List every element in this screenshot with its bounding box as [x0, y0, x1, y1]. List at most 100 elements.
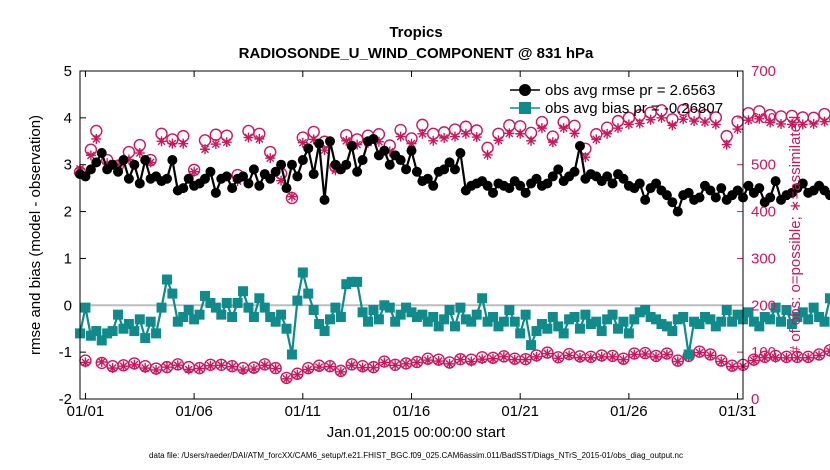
x-tick-label: 01/21	[501, 403, 539, 420]
obs-assimilated-marker	[520, 354, 531, 365]
rmse-point	[123, 173, 134, 184]
bias-point	[488, 312, 499, 322]
asterisk-stroke	[749, 356, 758, 365]
obs-assimilated-marker	[205, 360, 216, 371]
bias-point	[113, 309, 124, 320]
rmse-point	[667, 197, 678, 208]
obs-assimilated-marker	[248, 364, 259, 375]
bias-point	[238, 286, 249, 297]
rmse-point	[270, 166, 281, 177]
asterisk-stroke	[369, 363, 378, 372]
obs-assimilated-marker	[689, 116, 700, 127]
asterisk-stroke	[358, 363, 367, 372]
obs-assimilated-marker	[814, 350, 825, 361]
asterisk-stroke	[733, 125, 742, 134]
bias-point	[564, 314, 575, 325]
x-tick-label: 01/26	[610, 403, 648, 420]
obs-assimilated-marker	[161, 362, 172, 373]
asterisk-stroke	[483, 150, 492, 159]
rmse-point	[161, 173, 172, 184]
asterisk-stroke	[429, 136, 438, 145]
asterisk-stroke	[472, 133, 481, 142]
obs-assimilated-marker	[346, 360, 357, 371]
asterisk-stroke	[494, 136, 503, 145]
obs-assimilated-marker	[357, 362, 368, 373]
obs-assimilated-marker	[91, 133, 102, 144]
asterisk-stroke	[499, 352, 508, 361]
rmse-point	[352, 166, 363, 177]
asterisk-stroke	[266, 154, 275, 163]
bias-point	[613, 323, 624, 334]
asterisk-stroke	[700, 118, 709, 127]
bias-point	[607, 309, 618, 320]
bias-point	[145, 316, 156, 327]
rmse-point	[346, 140, 357, 151]
rmse-point	[444, 157, 455, 168]
asterisk-stroke	[815, 351, 824, 360]
obs-assimilated-marker	[183, 364, 194, 375]
obs-assimilated-marker	[607, 351, 618, 362]
obs-assimilated-marker	[580, 152, 591, 163]
obs-assimilated-marker	[498, 351, 509, 362]
asterisk-stroke	[456, 355, 465, 364]
asterisk-stroke	[92, 134, 101, 143]
rmse-point	[602, 171, 613, 182]
bias-point	[732, 309, 743, 320]
rmse-point	[286, 159, 297, 170]
rmse-point	[281, 183, 292, 194]
asterisk-stroke	[505, 129, 514, 138]
bias-point	[216, 309, 227, 320]
bias-point	[553, 321, 564, 332]
rmse-point	[607, 178, 618, 189]
rmse-point	[694, 192, 705, 203]
bias-point	[368, 304, 379, 315]
y-tick-label: -1	[59, 344, 72, 361]
obs-assimilated-marker	[618, 354, 629, 365]
asterisk-stroke	[532, 352, 541, 361]
asterisk-stroke	[614, 124, 623, 133]
obs-assimilated-marker	[314, 362, 325, 373]
asterisk-stroke	[179, 139, 188, 148]
obs-assimilated-marker	[661, 349, 672, 360]
obs-assimilated-marker	[134, 148, 145, 158]
y-right-tick-label: 400	[751, 204, 776, 221]
obs-assimilated-marker	[678, 114, 689, 125]
rmse-point	[254, 180, 265, 191]
obs-assimilated-marker	[759, 352, 770, 363]
asterisk-stroke	[489, 354, 498, 363]
asterisk-stroke	[217, 361, 226, 370]
rmse-point	[770, 176, 781, 187]
obs-assimilated-marker	[270, 363, 281, 374]
obs-assimilated-marker	[667, 120, 678, 131]
plot-frame	[79, 70, 744, 400]
bias-point	[803, 314, 814, 325]
asterisk-stroke	[108, 364, 117, 373]
bias-point	[265, 312, 276, 322]
rmse-point	[716, 183, 727, 194]
rmse-point	[488, 187, 499, 198]
bias-point	[178, 312, 189, 322]
obs-assimilated-marker	[80, 357, 91, 368]
y-tick-label: 4	[64, 110, 72, 127]
bias-point	[123, 319, 134, 330]
asterisk-stroke	[244, 133, 253, 142]
x-tick-label: 01/01	[67, 403, 105, 420]
bias-point	[520, 309, 531, 320]
bias-point	[634, 307, 645, 318]
asterisk-stroke	[771, 353, 780, 362]
rmse-point	[140, 155, 151, 166]
obs-assimilated-marker	[85, 150, 96, 161]
rmse-point	[531, 173, 542, 184]
bias-point	[449, 321, 460, 332]
rmse-point	[482, 180, 493, 191]
rmse-point	[797, 178, 808, 189]
bias-point	[623, 328, 634, 339]
obs-assimilated-marker	[444, 358, 455, 369]
asterisk-stroke	[543, 349, 552, 358]
asterisk-stroke	[249, 365, 258, 374]
rmse-point	[379, 145, 390, 156]
bias-point	[526, 340, 537, 351]
bias-point	[270, 316, 281, 327]
asterisk-stroke	[668, 121, 677, 130]
obs-assimilated-marker	[743, 115, 754, 126]
